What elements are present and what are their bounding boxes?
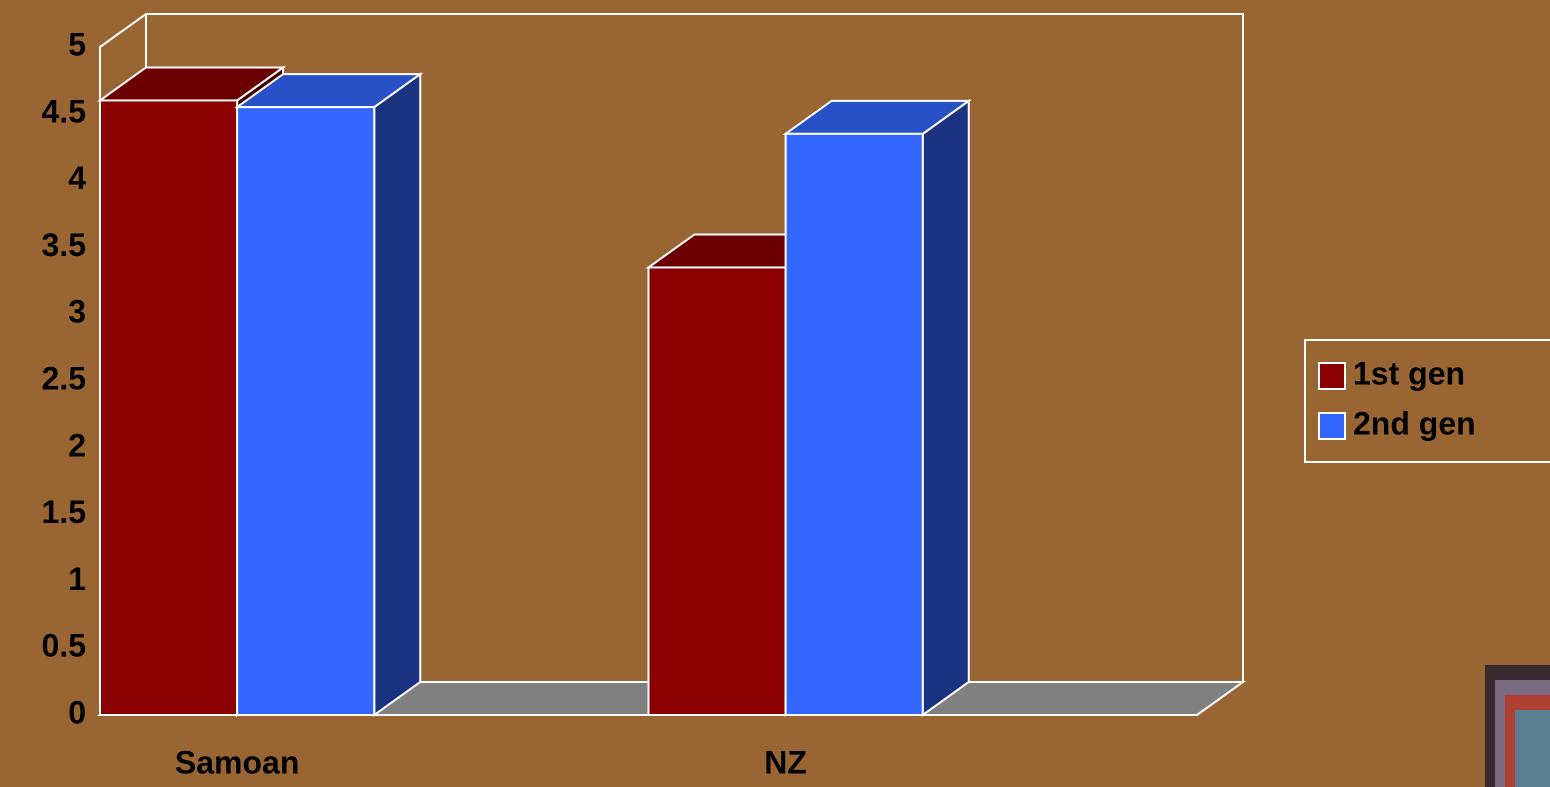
legend-label: 1st gen xyxy=(1353,355,1465,391)
corner-image xyxy=(1485,665,1550,787)
bar xyxy=(647,266,787,716)
legend-box xyxy=(1304,339,1550,463)
legend-label: 2nd gen xyxy=(1353,405,1476,441)
bar-side xyxy=(921,98,970,717)
y-tick-label: 3 xyxy=(68,294,86,330)
x-tick-label: NZ xyxy=(764,744,807,780)
y-tick-label: 4.5 xyxy=(42,93,86,129)
y-tick-label: 2 xyxy=(68,427,86,463)
legend-swatch xyxy=(1318,362,1346,390)
bar xyxy=(99,99,239,716)
back-wall xyxy=(99,13,1244,682)
y-tick-label: 4 xyxy=(68,160,86,196)
y-tick-label: 0 xyxy=(68,694,86,730)
legend-swatch xyxy=(1318,412,1346,440)
bar xyxy=(236,106,376,717)
y-tick-label: 1 xyxy=(68,561,86,597)
x-tick-label: Samoan xyxy=(175,744,299,780)
y-tick-label: 1.5 xyxy=(42,494,86,530)
y-tick-label: 5 xyxy=(68,26,86,62)
y-tick-label: 2.5 xyxy=(42,360,86,396)
y-tick-label: 3.5 xyxy=(42,227,86,263)
bar-side xyxy=(373,72,422,717)
y-tick-label: 0.5 xyxy=(42,628,86,664)
bar xyxy=(784,132,924,716)
